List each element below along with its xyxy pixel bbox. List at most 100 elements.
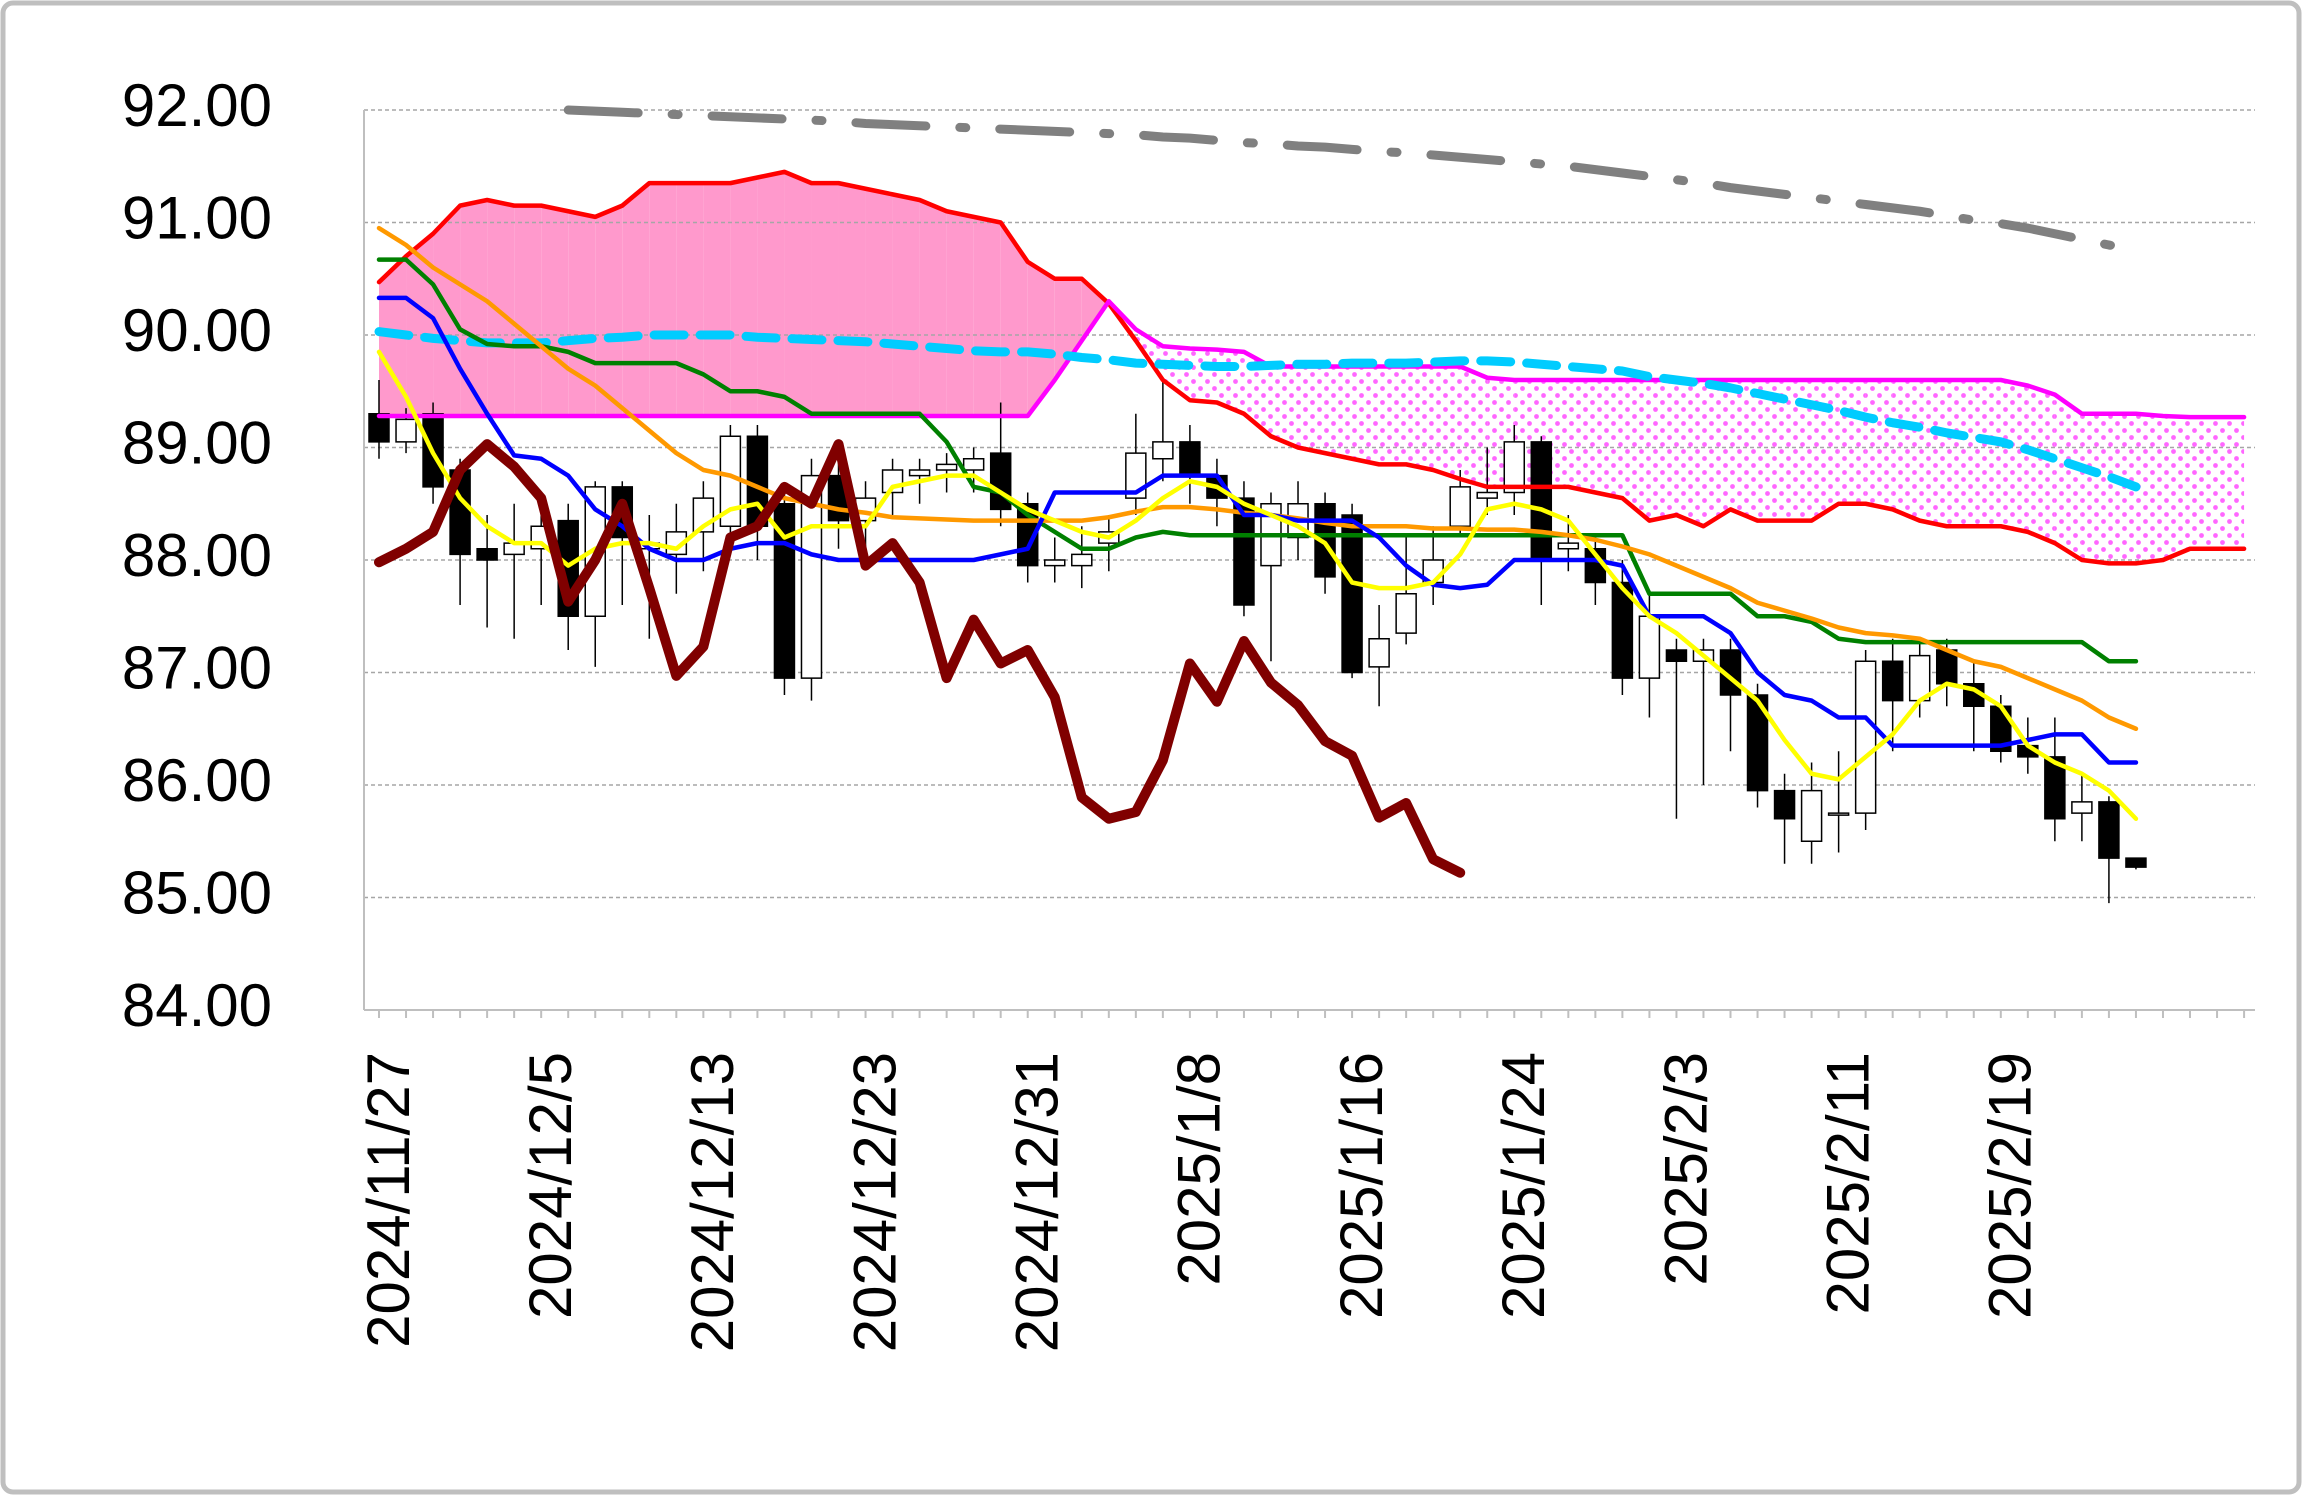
y-tick-label: 92.00: [122, 72, 272, 139]
cloud-segment: [919, 200, 947, 416]
x-tick-label: 2024/12/13: [679, 1052, 746, 1352]
candle-body: [1746, 694, 1769, 792]
cloud-segment: [2162, 416, 2191, 560]
x-tick-label: 2024/12/31: [1004, 1052, 1071, 1352]
cloud-segment: [865, 188, 893, 416]
y-tick-label: 91.00: [122, 184, 272, 251]
candle-body: [476, 548, 498, 561]
cloud-segment: [1649, 380, 1677, 521]
candle-body: [1827, 812, 1850, 816]
candle-body: [1152, 441, 1174, 460]
cloud-segment: [1622, 380, 1650, 521]
cloud-segment: [784, 171, 812, 416]
candle-body: [1341, 514, 1363, 674]
cloud-segment: [649, 183, 677, 416]
candle-body: [1881, 660, 1904, 702]
cloud-segment: [595, 205, 623, 416]
cloud-segment: [1379, 366, 1407, 465]
cloud-segment: [2190, 417, 2218, 549]
candle-body: [2125, 857, 2147, 868]
x-tick-label: 2024/11/27: [355, 1052, 422, 1348]
cloud-segment: [1919, 380, 1947, 527]
candle-body: [2071, 801, 2093, 814]
series-line: [376, 295, 2139, 765]
cloud-segment: [1838, 380, 1866, 504]
cloud-segment: [1162, 346, 1190, 401]
y-tick-label: 87.00: [122, 634, 272, 701]
cloud-segment: [1568, 380, 1596, 493]
candle-body: [1638, 615, 1661, 679]
candle-body: [2098, 801, 2120, 859]
cloud-segment: [1973, 380, 2001, 527]
series-line: [374, 327, 2141, 492]
cloud-segment: [487, 200, 515, 416]
candle-body: [1503, 441, 1526, 494]
cloud-segment: [460, 200, 488, 416]
cloud-segment: [1000, 222, 1028, 416]
cloud-segment: [730, 177, 758, 416]
cloud-segment: [1325, 366, 1353, 459]
cloud-segment: [1892, 380, 1920, 521]
candle-body: [1854, 660, 1877, 814]
cloud-segment: [514, 205, 542, 416]
y-tick-label: 90.00: [122, 297, 272, 364]
candle-body: [2044, 756, 2066, 820]
cloud-segment: [1189, 348, 1217, 403]
x-tick-label: 2025/2/11: [1814, 1052, 1881, 1314]
x-tick-label: 2025/2/19: [1977, 1052, 2044, 1319]
cloud-segment: [892, 194, 920, 416]
line-layer: [374, 105, 2247, 878]
cloud-layer: [379, 171, 2245, 564]
cloud-segment: [1595, 380, 1623, 499]
cloud-segment: [2000, 380, 2028, 532]
cloud-segment: [1757, 380, 1785, 521]
cloud-segment: [811, 183, 839, 416]
cloud-segment: [568, 211, 596, 416]
candle-body: [1449, 486, 1471, 527]
cloud-segment: [838, 183, 866, 416]
series-line: [376, 257, 2139, 664]
cloud-segment: [757, 171, 785, 416]
cloud-segment: [1298, 366, 1326, 454]
cloud-segment: [1865, 380, 1893, 510]
candle-body: [1800, 789, 1823, 842]
series-line: [563, 105, 2141, 254]
cloud-segment: [1352, 366, 1380, 465]
candle-body: [395, 418, 417, 443]
candle-body: [1665, 649, 1688, 662]
cloud-segment: [1081, 278, 1109, 341]
cloud-segment: [2135, 413, 2163, 564]
candle-body: [1044, 559, 1066, 567]
candle-body: [1179, 441, 1201, 477]
candle-body: [1530, 441, 1553, 561]
cloud-segment: [2217, 417, 2245, 549]
candle-body: [1476, 491, 1498, 499]
x-tick-label: 2025/2/3: [1652, 1052, 1719, 1286]
cloud-segment: [1703, 380, 1731, 527]
cloud-segment: [622, 183, 650, 416]
candle-body: [1071, 553, 1093, 567]
x-tick-label: 2025/1/16: [1328, 1052, 1395, 1319]
cloud-segment: [1676, 380, 1704, 527]
x-tick-label: 2024/12/23: [841, 1052, 908, 1352]
y-tick-label: 84.00: [122, 972, 272, 1039]
x-tick-label: 2025/1/8: [1166, 1052, 1233, 1286]
candle-body: [962, 458, 985, 471]
y-tick-label: 88.00: [122, 522, 272, 589]
cloud-segment: [703, 183, 731, 416]
cloud-segment: [1406, 366, 1434, 470]
candle-body: [1773, 789, 1796, 820]
cloud-segment: [1270, 366, 1299, 448]
candle-body: [1395, 593, 1417, 634]
x-tick-label: 2024/12/5: [517, 1052, 584, 1319]
cloud-segment: [946, 211, 974, 416]
series-line: [376, 349, 2139, 821]
label-layer: 84.00 85.00 86.00 87.00 88.00 89.00 90.00 91.00…: [122, 72, 2044, 1352]
cloud-segment: [541, 205, 569, 416]
cloud-segment: [2108, 413, 2136, 564]
candle-body: [1611, 581, 1634, 679]
cloud-segment: [2027, 385, 2055, 544]
cloud-segment: [1730, 380, 1758, 521]
